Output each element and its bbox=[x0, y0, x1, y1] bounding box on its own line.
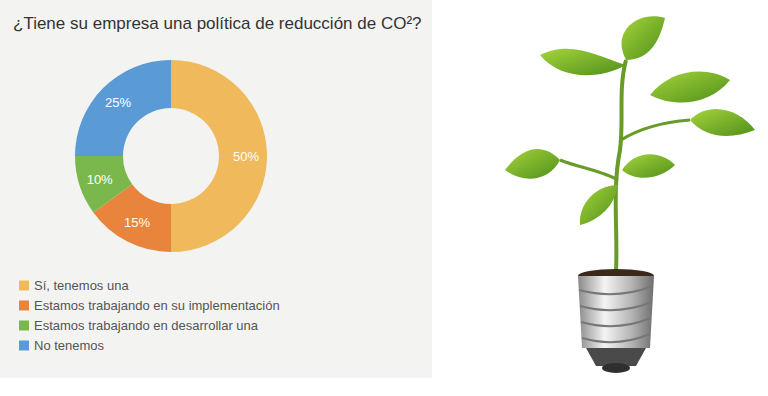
svg-text:10%: 10% bbox=[87, 172, 113, 187]
svg-text:15%: 15% bbox=[124, 215, 150, 230]
svg-text:¿Tiene su empresa una política: ¿Tiene su empresa una política de reducc… bbox=[13, 14, 422, 33]
svg-text:25%: 25% bbox=[105, 95, 131, 110]
svg-text:Sí, tenemos una: Sí, tenemos una bbox=[34, 278, 129, 293]
svg-text:No tenemos: No tenemos bbox=[34, 338, 105, 353]
svg-text:50%: 50% bbox=[233, 149, 259, 164]
svg-text:Estamos trabajando en desarrol: Estamos trabajando en desarrollar una bbox=[34, 318, 259, 333]
svg-text:Estamos trabajando en su imple: Estamos trabajando en su implementación bbox=[34, 298, 280, 313]
